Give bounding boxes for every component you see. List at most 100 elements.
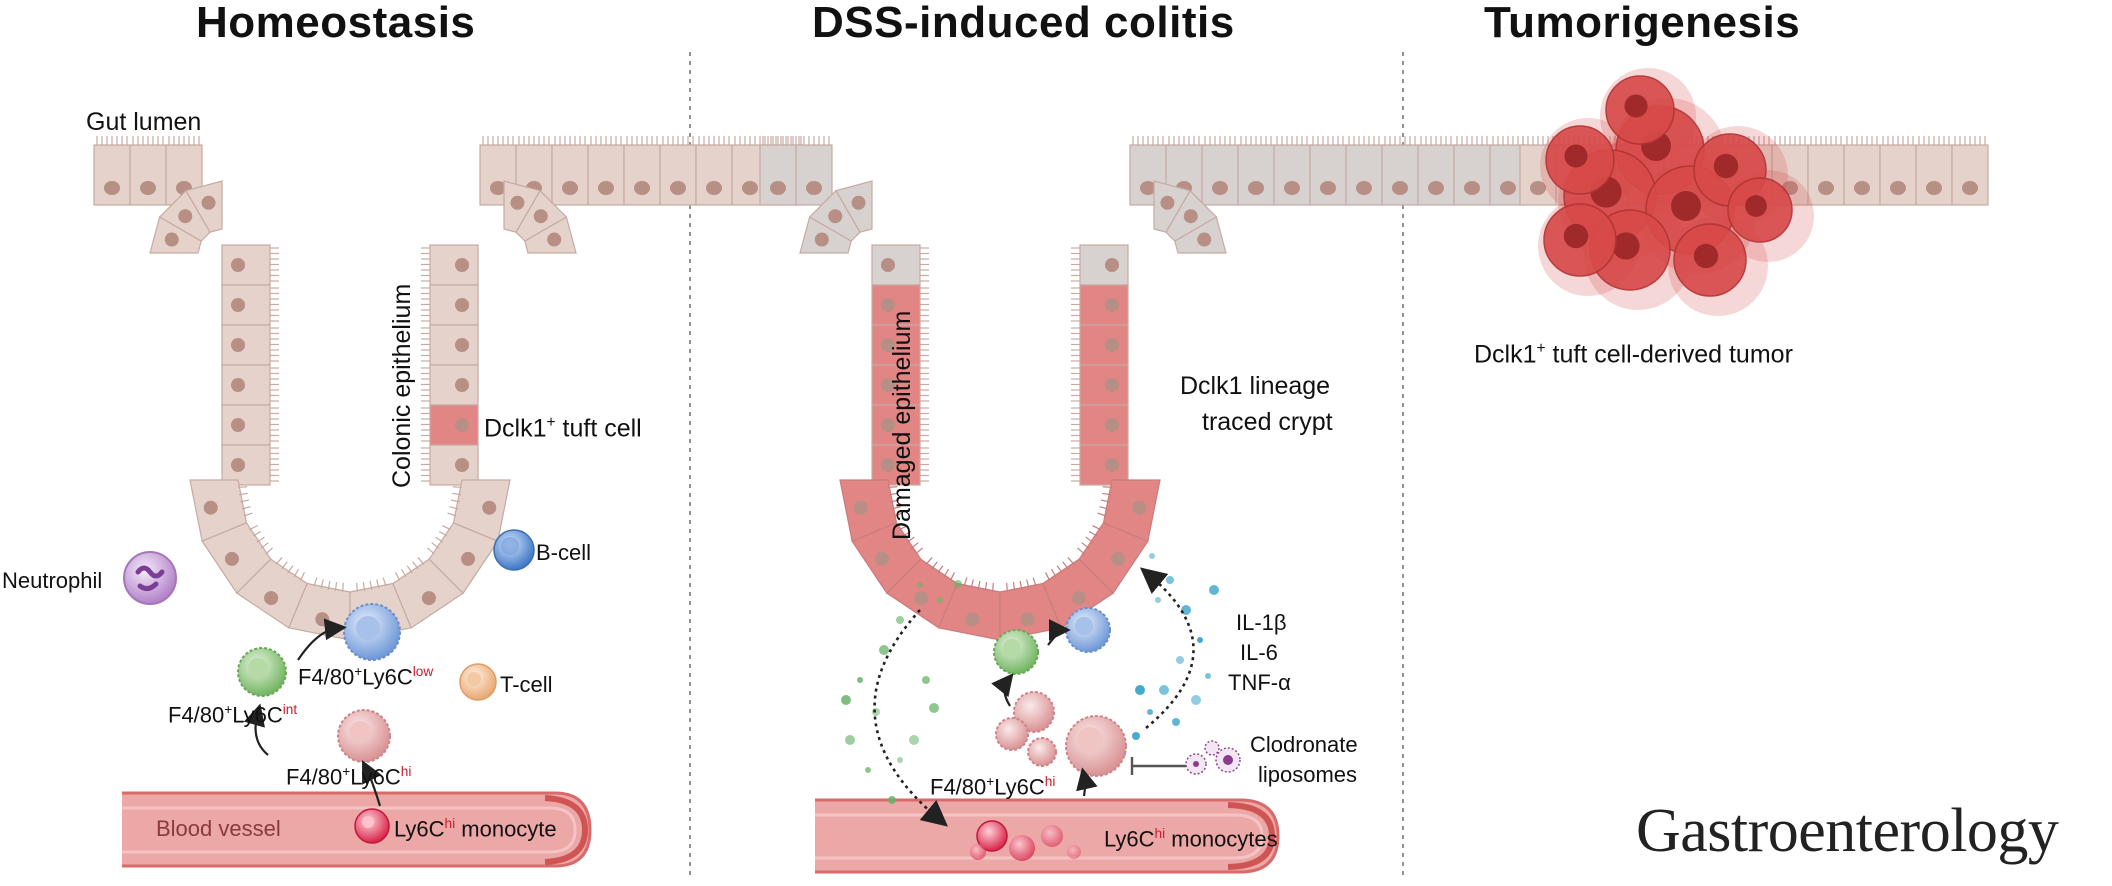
arrow-cytokine-feedback [1139, 567, 1195, 730]
gut-lumen-label: Gut lumen [86, 108, 202, 136]
epithelial-cell [1345, 136, 1383, 206]
epithelial-cell [1807, 136, 1845, 206]
clodronate-liposomes-icon [1185, 740, 1241, 775]
tumor-nucleus [1612, 232, 1640, 260]
ly6c-monocytes-label: Ly6Chi monocytes [1104, 826, 1278, 852]
cytokine-dot [1155, 597, 1161, 603]
label-f480-ly6c-hi-colitis: F4/80+Ly6Chi [930, 774, 1056, 800]
epithelial-cell [221, 284, 279, 326]
epithelial-cell [421, 284, 479, 326]
epithelial-cell [1071, 364, 1129, 406]
cytokine-dot [879, 645, 889, 655]
epithelial-cell [503, 180, 541, 233]
epithelial-cell [93, 136, 131, 206]
cytokine-dot [1132, 732, 1140, 740]
label-f480-ly6c-hi: F4/80+Ly6Chi [286, 764, 412, 790]
epithelial-cell [1201, 136, 1239, 206]
ly6c-monocyte-label: Ly6Chi monocyte [394, 816, 557, 842]
cytokine-dot [909, 735, 919, 745]
epithelial-cell [149, 216, 202, 254]
epithelial-cell [871, 244, 929, 286]
macrophage-ly6c-low-colitis [1065, 607, 1111, 653]
cytokine-dot [1191, 695, 1201, 705]
tumor-nucleus [1745, 195, 1767, 217]
epithelial-cell [587, 136, 625, 206]
tumor-nucleus [1713, 153, 1739, 179]
epithelial-cell [1951, 136, 1989, 206]
damaged-epithelium-label: Damaged epithelium [888, 310, 916, 540]
label-f480-ly6c-int: F4/80+Ly6Cint [168, 702, 298, 728]
blood-vessel-label: Blood vessel [156, 816, 281, 841]
clodronate-label-line2: liposomes [1258, 762, 1358, 787]
cytokine-dot [1197, 637, 1203, 643]
ly6c-hi-monocyte-left [354, 808, 390, 844]
panel-title-colitis: DSS-induced colitis [812, 0, 1235, 47]
cytokine-dot [1149, 553, 1155, 559]
cytokine-dot [865, 767, 871, 773]
epithelial-cell [871, 364, 929, 406]
epithelial-cell [1771, 136, 1809, 206]
b-cell-label: B-cell [536, 540, 592, 565]
il6-label: IL-6 [1240, 640, 1278, 665]
tuft-cell-tumor [1538, 68, 1814, 316]
cytokine-dot [888, 796, 896, 804]
cytokine-dot [897, 757, 903, 763]
arrow-hi-to-int [243, 703, 269, 756]
arrow-recruitment [873, 609, 948, 827]
epithelial-cell [129, 136, 167, 206]
cytokine-dot [954, 580, 962, 588]
epithelial-cell [421, 444, 479, 486]
epithelial-cell [221, 364, 279, 406]
epithelial-cell [1879, 136, 1917, 206]
colonic-epithelium-label: Colonic epithelium [388, 283, 416, 488]
arrow-monocyte-to-hi-colitis [1076, 767, 1098, 797]
epithelial-cell [185, 180, 223, 233]
cytokine-dot [929, 703, 939, 713]
cytokine-dot [917, 582, 923, 588]
tuft-cell-label: Dclk1+ tuft cell [484, 414, 642, 443]
epithelial-cell [1309, 136, 1347, 206]
epithelial-cell [421, 324, 479, 366]
cytokine-dot [857, 677, 863, 683]
epithelial-cell [1071, 444, 1129, 486]
arrow-hi-to-int-colitis [991, 673, 1014, 707]
epithelial-cell [1843, 136, 1881, 206]
t-cell-label: T-cell [500, 672, 553, 697]
blue-cytokine-dots [1118, 553, 1219, 758]
epithelial-cell [421, 404, 479, 446]
epithelial-cell [189, 479, 253, 543]
tumor-nucleus [1624, 94, 1648, 118]
epithelial-cell [839, 479, 903, 543]
epithelial-cell [427, 522, 499, 595]
tumor-nucleus [1693, 243, 1719, 269]
cytokine-dot [922, 676, 930, 684]
epithelial-cell [695, 136, 733, 206]
tnfa-label: TNF-α [1228, 670, 1291, 695]
epithelial-cell [221, 244, 279, 286]
cytokine-dot [1209, 585, 1219, 595]
epithelial-cell [871, 444, 929, 486]
epithelial-cell [421, 364, 479, 406]
epithelial-cell [871, 404, 929, 446]
clodronate-label-line1: Clodronate [1250, 732, 1358, 757]
epithelial-cell [447, 479, 511, 543]
cytokine-dot [896, 616, 904, 624]
epithelial-cell [623, 136, 661, 206]
tumor-label: Dclk1+ tuft cell-derived tumor [1474, 340, 1793, 369]
cytokine-dot [1159, 685, 1169, 695]
epithelial-cell [1071, 244, 1129, 286]
macrophage-ly6c-low [343, 603, 401, 661]
cytokine-dot [841, 695, 851, 705]
cytokine-dot [845, 735, 855, 745]
epithelial-cell [795, 136, 833, 206]
tumor-nucleus [1671, 191, 1701, 221]
epithelium-layer [93, 136, 1989, 641]
panel-title-tumorigenesis: Tumorigenesis [1484, 0, 1801, 47]
neutrophil-label: Neutrophil [2, 568, 103, 593]
cytokine-dot [1135, 685, 1145, 695]
tumor-nucleus [1564, 144, 1588, 168]
epithelial-cell [551, 136, 589, 206]
macrophage-ly6c-hi-colitis [995, 691, 1127, 777]
arrow-int-to-low-colitis [1047, 619, 1071, 646]
